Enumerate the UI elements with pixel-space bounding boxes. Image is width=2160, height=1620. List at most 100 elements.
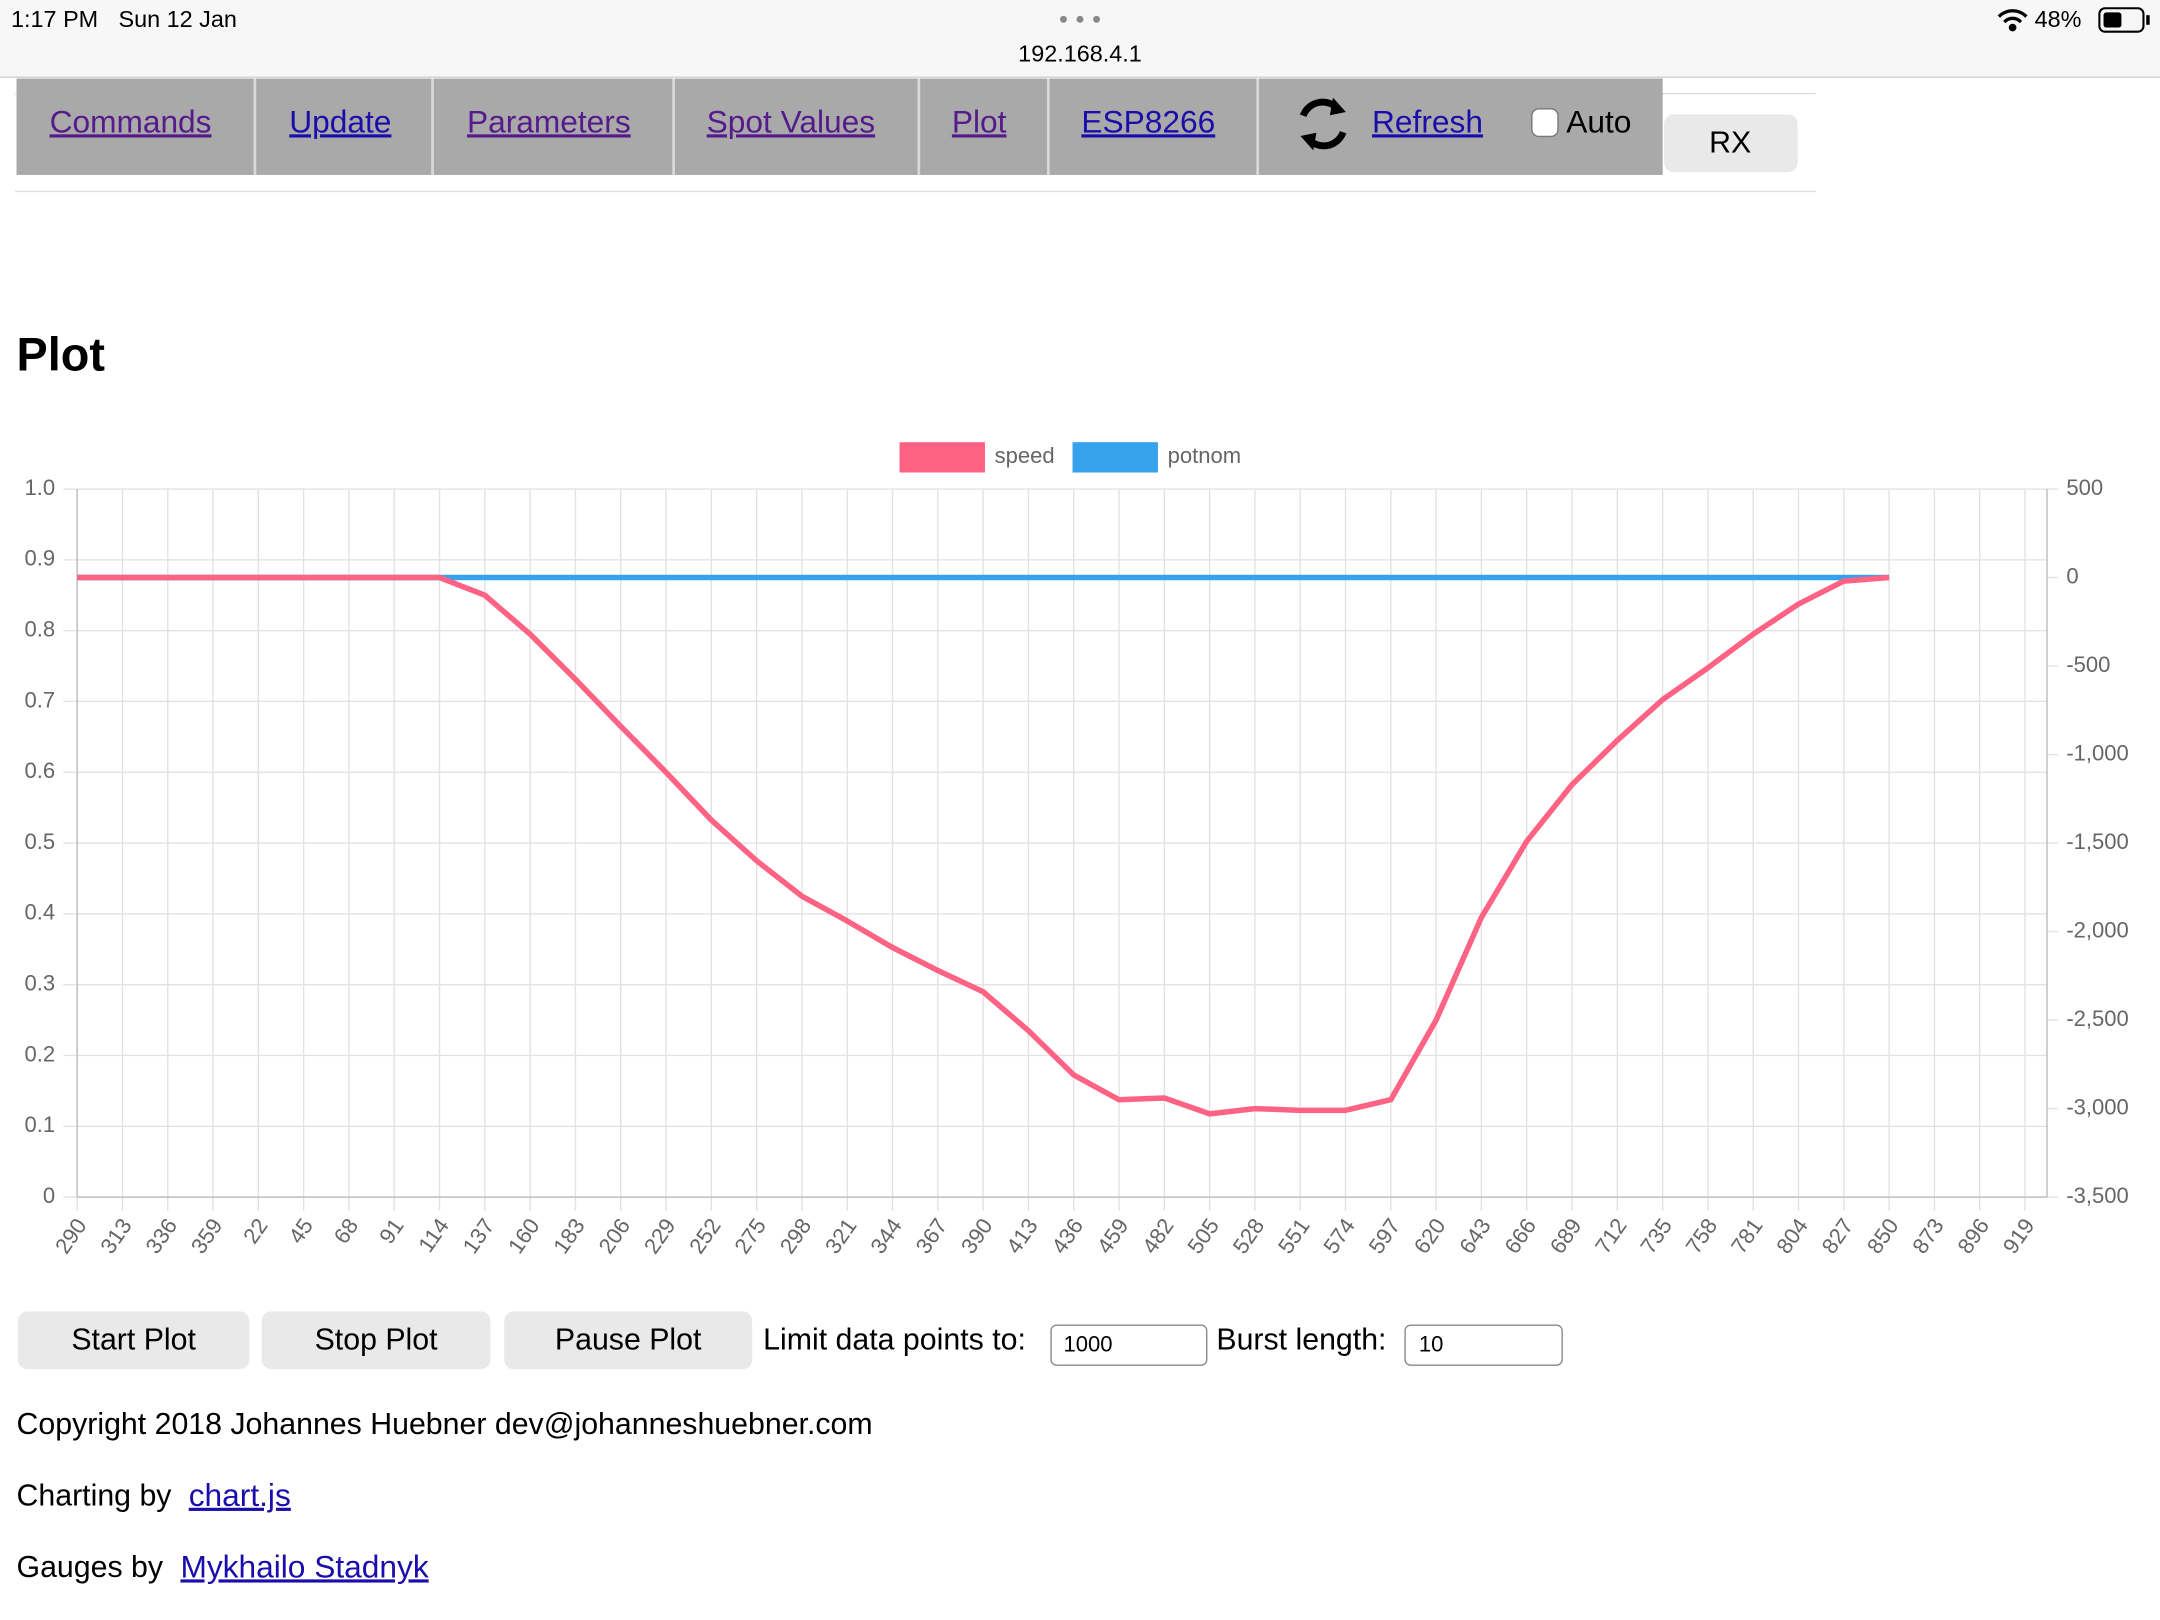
y2-tick-label: -1,000 — [2066, 740, 2128, 765]
status-date: Sun 12 Jan — [118, 6, 236, 32]
burst-input[interactable] — [1404, 1324, 1563, 1366]
x-tick-label: 666 — [1500, 1214, 1542, 1258]
nav-link[interactable]: Parameters — [467, 103, 631, 139]
rx-button[interactable] — [1664, 114, 1798, 173]
x-tick-label: 528 — [1228, 1214, 1270, 1258]
burst-label: Burst length: — [1216, 1324, 1386, 1357]
y-tick-label: 0.9 — [24, 546, 55, 571]
pause-button[interactable] — [504, 1311, 753, 1370]
gauges-text: Gauges by — [17, 1551, 164, 1584]
limit-input[interactable] — [1050, 1324, 1208, 1366]
gauges-link[interactable]: Mykhailo Stadnyk — [180, 1548, 428, 1584]
x-tick-label: 91 — [374, 1214, 409, 1248]
nav-link[interactable]: ESP8266 — [1081, 103, 1215, 139]
wifi-icon — [1997, 9, 2028, 32]
refresh-icon[interactable] — [1299, 97, 1347, 151]
battery-icon — [2098, 7, 2150, 33]
x-tick-label: 68 — [329, 1214, 364, 1248]
x-tick-label: 919 — [1998, 1214, 2040, 1258]
y-tick-label: 0.8 — [24, 616, 55, 641]
charting-link[interactable]: chart.js — [189, 1477, 291, 1513]
x-tick-label: 275 — [729, 1214, 771, 1258]
legend-swatch — [899, 442, 985, 473]
x-tick-label: 137 — [458, 1214, 500, 1258]
x-tick-label: 344 — [865, 1214, 907, 1258]
x-tick-label: 551 — [1273, 1214, 1315, 1258]
nav-separators — [253, 78, 1260, 175]
x-tick-label: 290 — [50, 1214, 92, 1258]
y2-tick-label: -3,500 — [2066, 1183, 2128, 1208]
x-tick-label: 505 — [1182, 1214, 1224, 1258]
y2-tick-label: -2,000 — [2066, 917, 2128, 942]
x-tick-label: 22 — [238, 1214, 273, 1248]
nav-link[interactable]: Plot — [952, 103, 1007, 139]
x-tick-label: 206 — [594, 1214, 636, 1258]
heading: Plot — [17, 329, 106, 381]
x-tick-label: 850 — [1862, 1214, 1904, 1258]
auto-checkbox[interactable] — [1531, 108, 1559, 138]
y2-tick-label: 500 — [2066, 475, 2103, 500]
x-tick-label: 781 — [1726, 1214, 1768, 1258]
x-tick-label: 229 — [639, 1214, 681, 1258]
x-tick-label: 758 — [1681, 1214, 1723, 1258]
nav-link[interactable]: Spot Values — [707, 103, 875, 139]
charting-text: Charting by — [17, 1479, 173, 1512]
rx-label: RX — [1709, 127, 1751, 160]
x-tick-label: 390 — [956, 1214, 998, 1258]
button-label: Stop Plot — [315, 1324, 439, 1357]
x-tick-label: 620 — [1409, 1214, 1451, 1258]
y-tick-label: 0.7 — [24, 687, 55, 712]
y2-tick-label: -3,000 — [2066, 1094, 2128, 1119]
nav-link[interactable]: Commands — [50, 103, 212, 139]
y-tick-label: 0.5 — [24, 829, 55, 854]
x-tick-label: 597 — [1364, 1214, 1406, 1258]
x-tick-label: 336 — [141, 1214, 183, 1258]
limit-label: Limit data points to: — [763, 1324, 1026, 1357]
nav-link[interactable]: Update — [289, 103, 391, 139]
x-tick-label: 459 — [1092, 1214, 1134, 1258]
url[interactable]: 192.168.4.1 — [1018, 40, 1142, 66]
y2-tick-label: -2,500 — [2066, 1006, 2128, 1031]
nav-bar — [16, 78, 1663, 175]
stop-button[interactable] — [261, 1311, 491, 1370]
x-tick-label: 896 — [1953, 1214, 1995, 1258]
x-tick-label: 712 — [1590, 1214, 1632, 1258]
x-tick-label: 413 — [1001, 1214, 1043, 1258]
x-tick-label: 827 — [1817, 1214, 1859, 1258]
y-tick-label: 0 — [43, 1183, 55, 1208]
tab-dots[interactable] — [1060, 15, 1100, 23]
x-tick-label: 45 — [283, 1214, 318, 1248]
x-tick-label: 482 — [1137, 1214, 1179, 1258]
x-tick-label: 574 — [1318, 1214, 1360, 1258]
x-tick-label: 735 — [1635, 1214, 1677, 1258]
nav-link[interactable]: Refresh — [1372, 103, 1483, 139]
x-tick-label: 873 — [1907, 1214, 1949, 1258]
legend-label: potnom — [1168, 443, 1241, 468]
status-time: 1:17 PM — [11, 6, 98, 32]
y2-tick-label: -1,500 — [2066, 829, 2128, 854]
y-tick-label: 0.3 — [24, 971, 55, 996]
x-tick-label: 160 — [503, 1214, 545, 1258]
x-tick-label: 298 — [775, 1214, 817, 1258]
x-tick-label: 689 — [1545, 1214, 1587, 1258]
series-line — [77, 574, 1890, 1117]
chart: 0 0.1 0.2 0.3 0.4 0.5 0.6 0.7 0.8 0.9 1.0 -3,500 -3,… — [24, 442, 2129, 1258]
copyright: Copyright 2018 Johannes Huebner dev@joha… — [17, 1408, 873, 1441]
x-tick-label: 804 — [1771, 1214, 1813, 1258]
x-tick-label: 313 — [95, 1214, 137, 1258]
battery-level: 48% — [2035, 6, 2082, 32]
x-tick-label: 367 — [911, 1214, 953, 1258]
y-tick-label: 0.1 — [24, 1112, 55, 1137]
x-tick-label: 436 — [1047, 1214, 1089, 1258]
button-label: Pause Plot — [555, 1324, 702, 1357]
burst-value: 10 — [1419, 1332, 1444, 1357]
x-tick-label: 114 — [413, 1214, 454, 1257]
x-tick-label: 252 — [684, 1214, 726, 1258]
x-tick-label: 183 — [548, 1214, 590, 1258]
start-button[interactable] — [17, 1311, 250, 1370]
legend-swatch — [1072, 442, 1158, 473]
y-tick-label: 0.4 — [24, 900, 55, 925]
y2-tick-label: 0 — [2066, 563, 2078, 588]
